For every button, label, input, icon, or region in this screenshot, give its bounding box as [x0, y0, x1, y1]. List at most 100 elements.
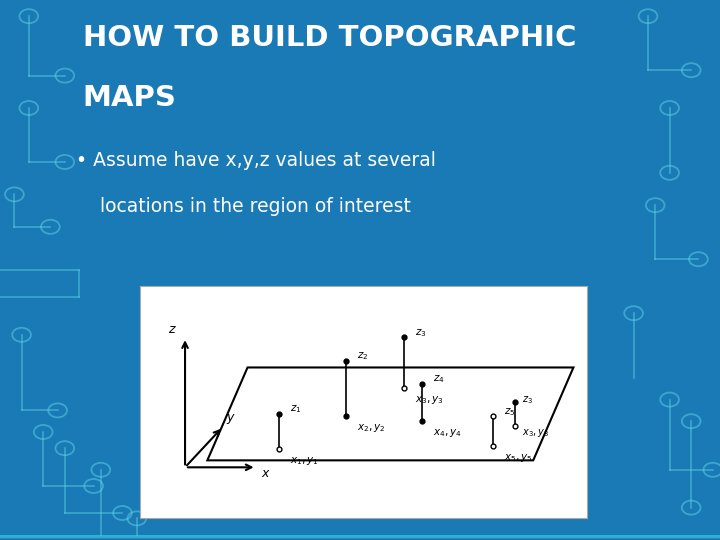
- Bar: [0, 535, 720, 537]
- Bar: [0, 536, 720, 538]
- Bar: [0, 535, 720, 537]
- Bar: [0, 536, 720, 539]
- Bar: [0, 535, 720, 538]
- Bar: [0, 537, 720, 539]
- Bar: [0, 535, 720, 537]
- Bar: [0, 537, 720, 539]
- Bar: [0, 535, 720, 538]
- Bar: [0, 535, 720, 537]
- Bar: [0, 536, 720, 538]
- Bar: [0, 535, 720, 538]
- Bar: [0, 536, 720, 539]
- Bar: [0, 537, 720, 539]
- Bar: [0, 536, 720, 538]
- Bar: [0, 537, 720, 540]
- Bar: [0, 536, 720, 539]
- Text: $z_3$: $z_3$: [522, 394, 533, 406]
- Bar: [0, 535, 720, 538]
- Bar: [0, 535, 720, 537]
- Text: y: y: [226, 411, 233, 424]
- Bar: [0, 536, 720, 539]
- Bar: [0, 535, 720, 538]
- Bar: [0, 536, 720, 538]
- Bar: [0, 537, 720, 539]
- Text: x: x: [261, 467, 269, 480]
- Bar: [0, 536, 720, 538]
- Bar: [0, 536, 720, 539]
- Bar: [0, 536, 720, 538]
- Bar: [0, 536, 720, 538]
- Bar: [0, 537, 720, 540]
- Bar: [0, 535, 720, 538]
- Bar: [0, 536, 720, 538]
- Bar: [0, 535, 720, 538]
- Bar: [0, 537, 720, 539]
- Bar: [0, 536, 720, 538]
- Bar: [0, 535, 720, 538]
- Bar: [0, 537, 720, 540]
- Bar: [0, 537, 720, 539]
- Bar: [0, 537, 720, 540]
- Bar: [0, 536, 720, 539]
- Bar: [0, 535, 720, 537]
- Bar: [0, 536, 720, 539]
- Bar: [0, 537, 720, 539]
- Bar: [0, 537, 720, 540]
- Bar: [0, 537, 720, 539]
- Bar: [0, 536, 720, 539]
- Bar: [0, 535, 720, 537]
- Bar: [0, 537, 720, 540]
- Bar: [0, 537, 720, 539]
- Bar: [0, 536, 720, 538]
- Bar: [0, 536, 720, 539]
- Bar: [0, 537, 720, 539]
- Text: HOW TO BUILD TOPOGRAPHIC: HOW TO BUILD TOPOGRAPHIC: [83, 24, 576, 52]
- Bar: [0, 537, 720, 539]
- Bar: [0, 536, 720, 538]
- Bar: [0, 536, 720, 538]
- Bar: [0, 537, 720, 539]
- Bar: [0, 535, 720, 537]
- Bar: [0, 536, 720, 539]
- Bar: [0, 536, 720, 538]
- Bar: [0, 535, 720, 537]
- Bar: [0, 536, 720, 538]
- Bar: [0, 536, 720, 539]
- Bar: [0, 535, 720, 538]
- Bar: [0, 535, 720, 538]
- Bar: [0, 535, 720, 538]
- Bar: [0, 537, 720, 540]
- Bar: [0, 535, 720, 538]
- Text: $x_4,y_4$: $x_4,y_4$: [433, 427, 462, 439]
- Bar: [0, 537, 720, 539]
- Bar: [0, 535, 720, 538]
- Bar: [0, 535, 720, 538]
- Bar: [0, 537, 720, 540]
- Bar: [0, 537, 720, 539]
- Bar: [0, 535, 720, 538]
- Bar: [0, 536, 720, 538]
- Bar: [0, 537, 720, 539]
- Bar: [0, 537, 720, 539]
- Bar: [0, 536, 720, 539]
- Bar: [0, 537, 720, 539]
- Bar: [0, 536, 720, 538]
- Bar: [0, 535, 720, 538]
- Bar: [0, 536, 720, 538]
- Bar: [0, 535, 720, 537]
- Bar: [0, 537, 720, 539]
- Text: $z_4$: $z_4$: [433, 373, 444, 385]
- Bar: [0, 536, 720, 539]
- Bar: [0, 537, 720, 540]
- Bar: [0, 535, 720, 538]
- Bar: [0, 535, 720, 537]
- Bar: [0, 537, 720, 539]
- Bar: [0, 536, 720, 539]
- Bar: [0, 537, 720, 540]
- Bar: [0, 537, 720, 539]
- Bar: [0, 536, 720, 538]
- Bar: [0, 537, 720, 539]
- Text: MAPS: MAPS: [83, 84, 176, 112]
- Bar: [0, 536, 720, 539]
- Bar: [0, 535, 720, 538]
